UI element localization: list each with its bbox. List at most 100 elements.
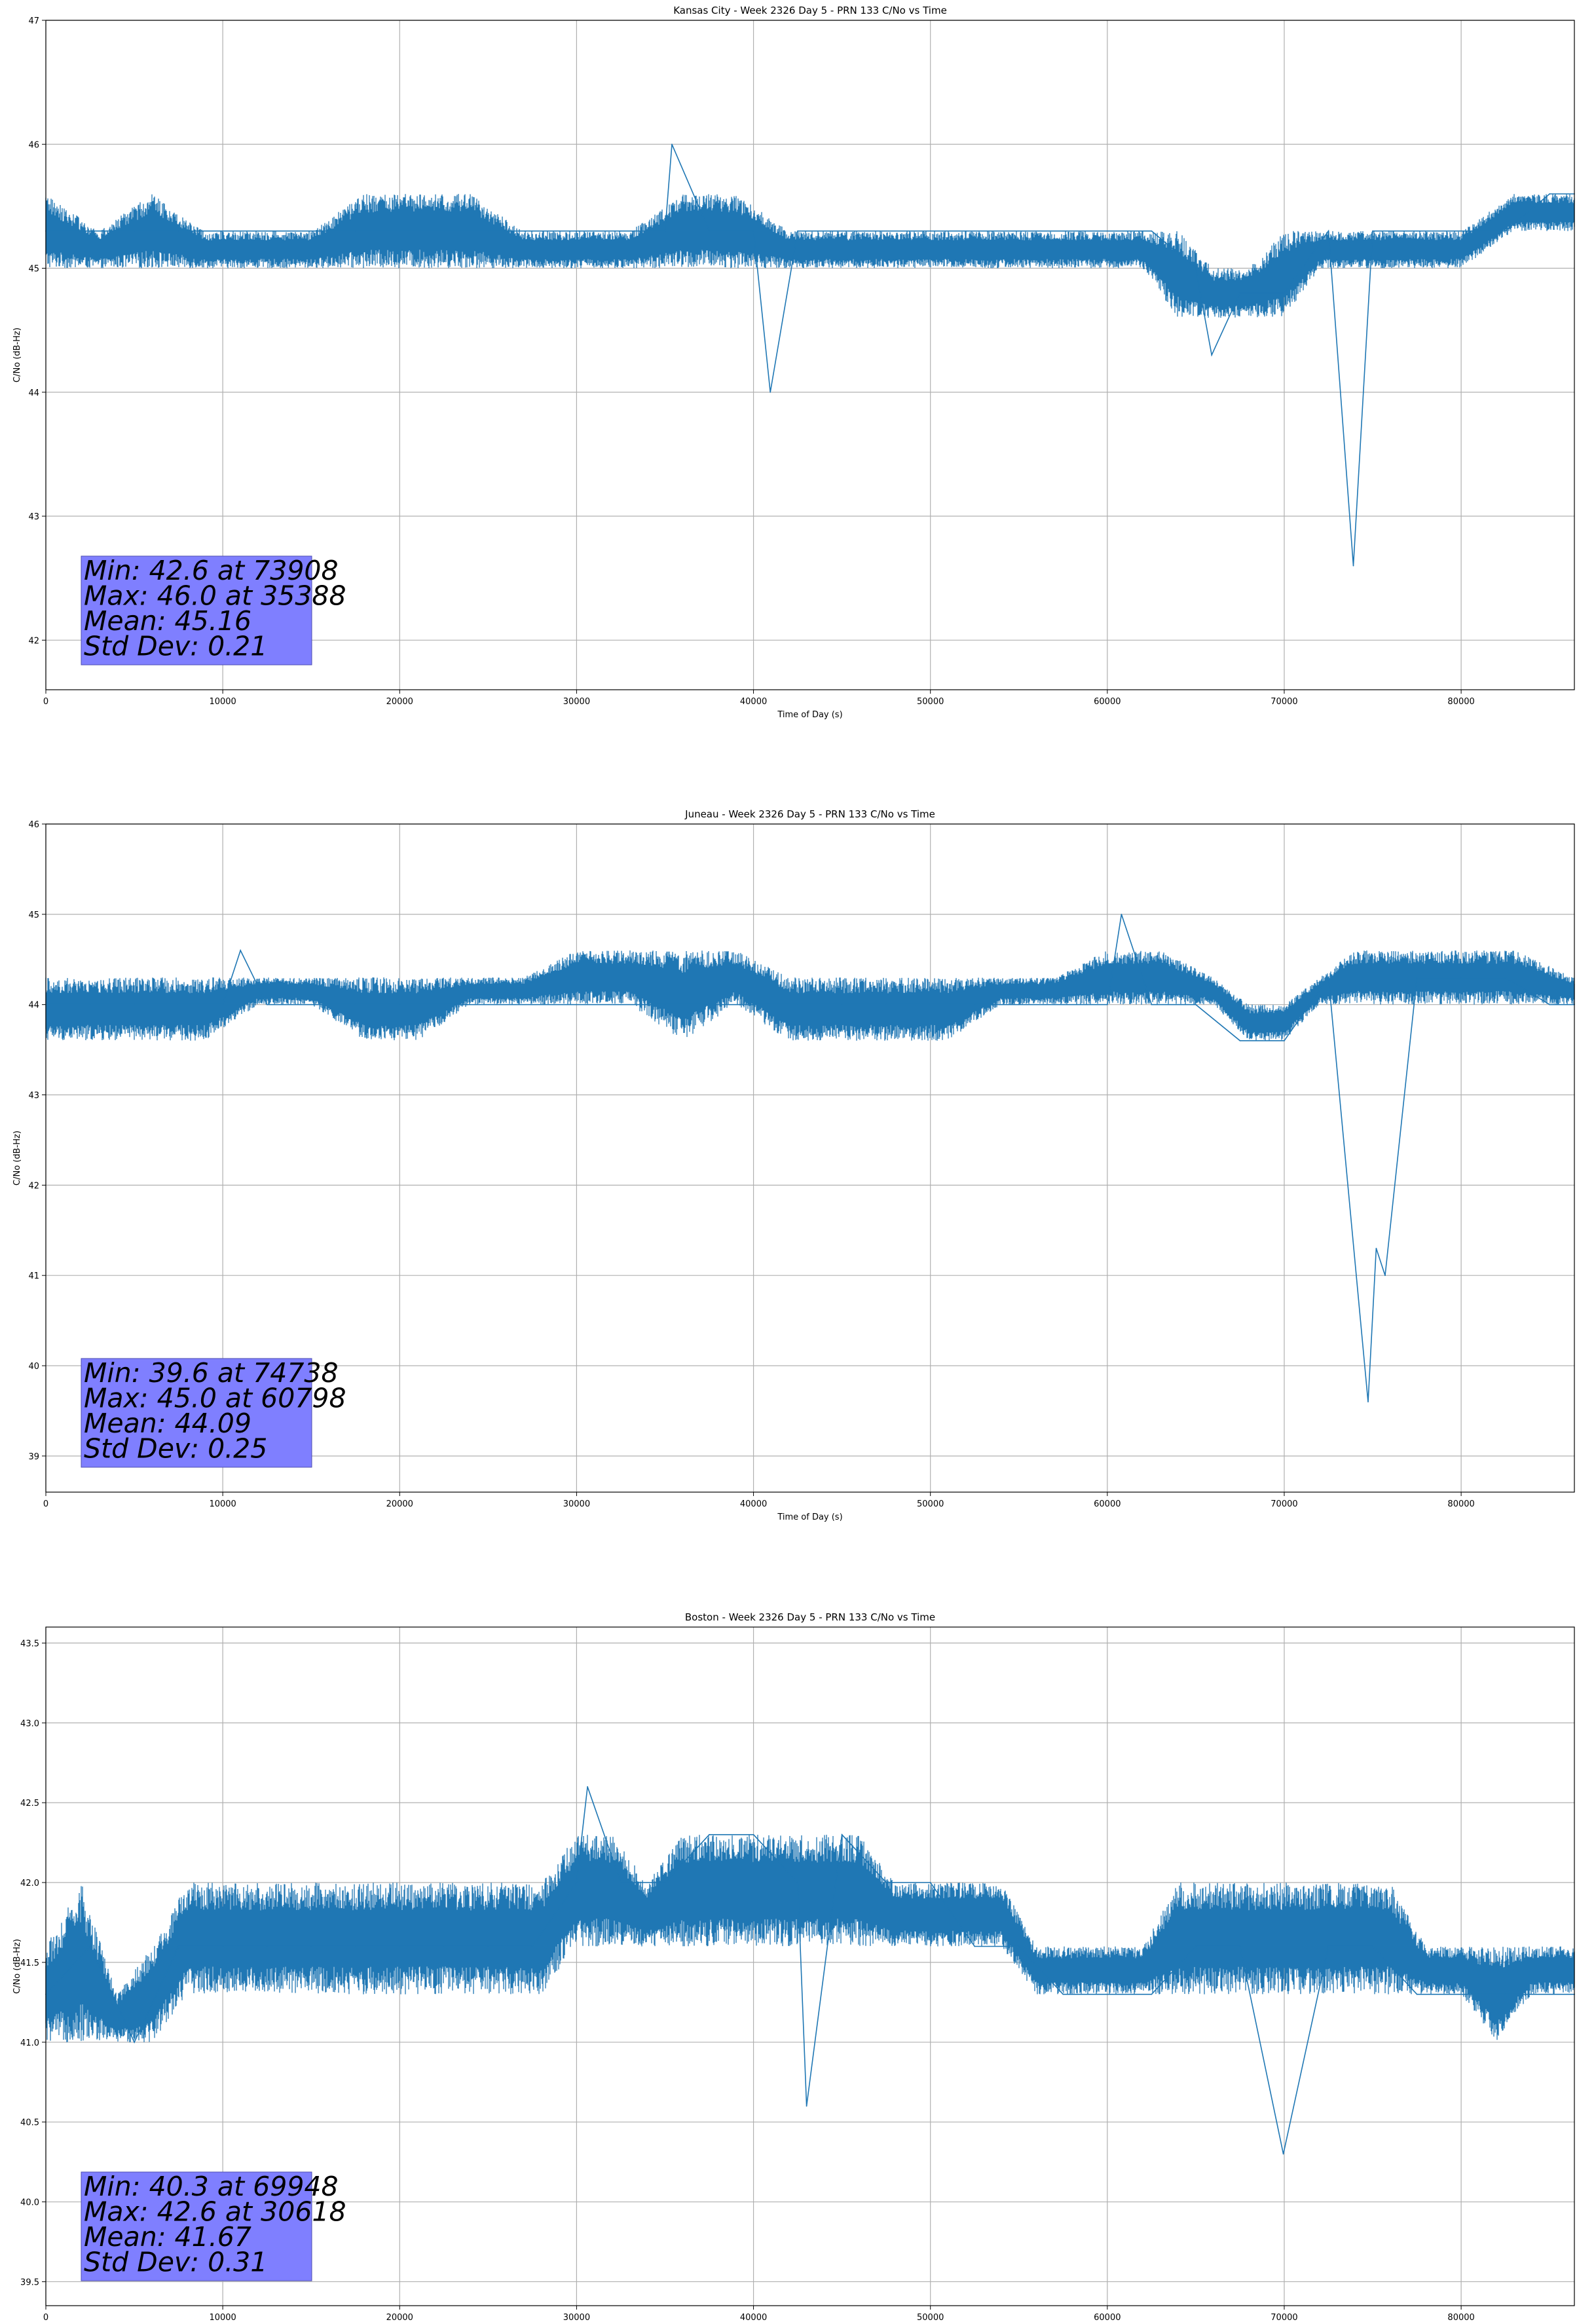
data-point xyxy=(885,230,887,232)
data-point xyxy=(1062,1003,1064,1005)
stats-box xyxy=(81,1358,312,1468)
data-point xyxy=(1375,1247,1377,1249)
data-point xyxy=(1195,1003,1197,1005)
data-point xyxy=(1504,230,1506,232)
data-point xyxy=(587,1786,589,1788)
stats-box xyxy=(81,555,312,665)
x-tick-label: 70000 xyxy=(1271,1499,1297,1509)
data-point xyxy=(177,1945,179,1947)
y-tick-label: 46 xyxy=(28,140,39,150)
data-point xyxy=(1384,1275,1386,1277)
data-point xyxy=(1195,267,1197,269)
data-point xyxy=(266,1003,268,1005)
data-point xyxy=(1327,1945,1329,1947)
data-point xyxy=(929,1882,931,1883)
x-tick-label: 0 xyxy=(43,2313,48,2323)
y-tick-label: 39.5 xyxy=(20,2277,39,2287)
data-point xyxy=(1460,977,1462,979)
data-point xyxy=(1504,1993,1506,1995)
data-point xyxy=(399,1945,401,1947)
data-point xyxy=(1549,1993,1551,1995)
data-point xyxy=(974,230,976,232)
data-point xyxy=(885,1003,887,1005)
data-point xyxy=(531,230,533,232)
data-point xyxy=(841,1003,843,1005)
data-point xyxy=(1416,1993,1418,1995)
chart-title: Juneau - Week 2326 Day 5 - PRN 133 C/No … xyxy=(684,808,935,820)
data-point xyxy=(177,230,179,232)
x-tick-label: 40000 xyxy=(740,697,767,707)
data-point xyxy=(1151,230,1153,232)
chart-title: Kansas City - Week 2326 Day 5 - PRN 133 … xyxy=(673,5,947,16)
data-point xyxy=(1460,230,1462,232)
data-point xyxy=(1239,1040,1241,1041)
axes-frame xyxy=(45,1626,1575,2306)
data-point xyxy=(1018,230,1020,232)
x-tick-label: 30000 xyxy=(563,697,590,707)
y-tick-label: 44 xyxy=(28,388,39,398)
data-point xyxy=(1504,977,1506,979)
data-point xyxy=(1372,230,1373,232)
stats-line: Std Dev: 0.31 xyxy=(84,2247,267,2278)
data-point xyxy=(752,230,754,232)
data-point xyxy=(310,1003,312,1005)
stats-line: Std Dev: 0.25 xyxy=(84,1433,267,1465)
x-tick-label: 40000 xyxy=(740,1499,767,1509)
data-point xyxy=(1416,230,1418,232)
data-point xyxy=(1549,193,1551,195)
x-tick-label: 50000 xyxy=(917,697,944,707)
stats-line: Std Dev: 0.21 xyxy=(84,631,267,662)
data-point xyxy=(929,1003,931,1005)
x-tick-label: 60000 xyxy=(1094,1499,1121,1509)
data-point xyxy=(1239,292,1241,294)
stats-line: Mean: 41.67 xyxy=(84,2221,251,2253)
data-point xyxy=(974,1945,976,1947)
data-point xyxy=(354,1003,356,1005)
data-point xyxy=(531,1003,533,1005)
y-tick-label: 40 xyxy=(28,1362,39,1372)
y-tick-label: 46 xyxy=(28,820,39,830)
y-tick-label: 45 xyxy=(28,910,39,920)
x-tick-label: 30000 xyxy=(563,1499,590,1509)
y-tick-label: 43 xyxy=(28,1091,39,1101)
data-point xyxy=(664,230,666,232)
data-point xyxy=(222,1945,224,1947)
data-point xyxy=(620,1003,622,1005)
stats-line: Min: 39.6 at 74738 xyxy=(84,1357,339,1389)
data-point xyxy=(752,1833,754,1835)
x-tick-label: 0 xyxy=(43,1499,48,1509)
data-point xyxy=(89,230,91,232)
y-tick-label: 40.5 xyxy=(20,2118,39,2128)
y-axis-label: C/No (dB-Hz) xyxy=(12,328,22,383)
y-tick-label: 39 xyxy=(28,1452,39,1462)
data-point xyxy=(1549,1003,1551,1005)
chart-title: Boston - Week 2326 Day 5 - PRN 133 C/No … xyxy=(685,1611,935,1623)
data-point xyxy=(354,1945,356,1947)
stats-line: Min: 42.6 at 73908 xyxy=(84,555,339,586)
data-point xyxy=(709,1833,710,1835)
data-point xyxy=(770,391,771,393)
data-point xyxy=(89,1003,91,1005)
chart-panel-1: 0 10000 20000 30000 40000 50000 60000 70000 8000… xyxy=(12,5,1575,720)
data-point xyxy=(310,230,312,232)
data-point xyxy=(89,1945,91,1947)
data-point xyxy=(1416,977,1418,979)
x-tick-label: 10000 xyxy=(209,1499,236,1509)
x-axis-label: Time of Day (s) xyxy=(777,1512,842,1522)
x-tick-label: 60000 xyxy=(1094,697,1121,707)
data-point xyxy=(1018,1003,1020,1005)
data-point xyxy=(310,1945,312,1947)
y-tick-label: 42.0 xyxy=(20,1879,39,1888)
x-tick-label: 60000 xyxy=(1094,2313,1121,2323)
data-point xyxy=(487,230,489,232)
series-line xyxy=(46,914,1574,1402)
data-point xyxy=(1195,1945,1197,1947)
data-point xyxy=(1284,292,1285,294)
data-point xyxy=(709,230,710,232)
x-tick-label: 80000 xyxy=(1447,2313,1474,2323)
chart-panel-2: 0 10000 20000 30000 40000 50000 60000 70000 8000… xyxy=(12,808,1575,1522)
data-point xyxy=(134,1003,135,1005)
data-point xyxy=(399,1003,401,1005)
x-tick-label: 80000 xyxy=(1447,1499,1474,1509)
